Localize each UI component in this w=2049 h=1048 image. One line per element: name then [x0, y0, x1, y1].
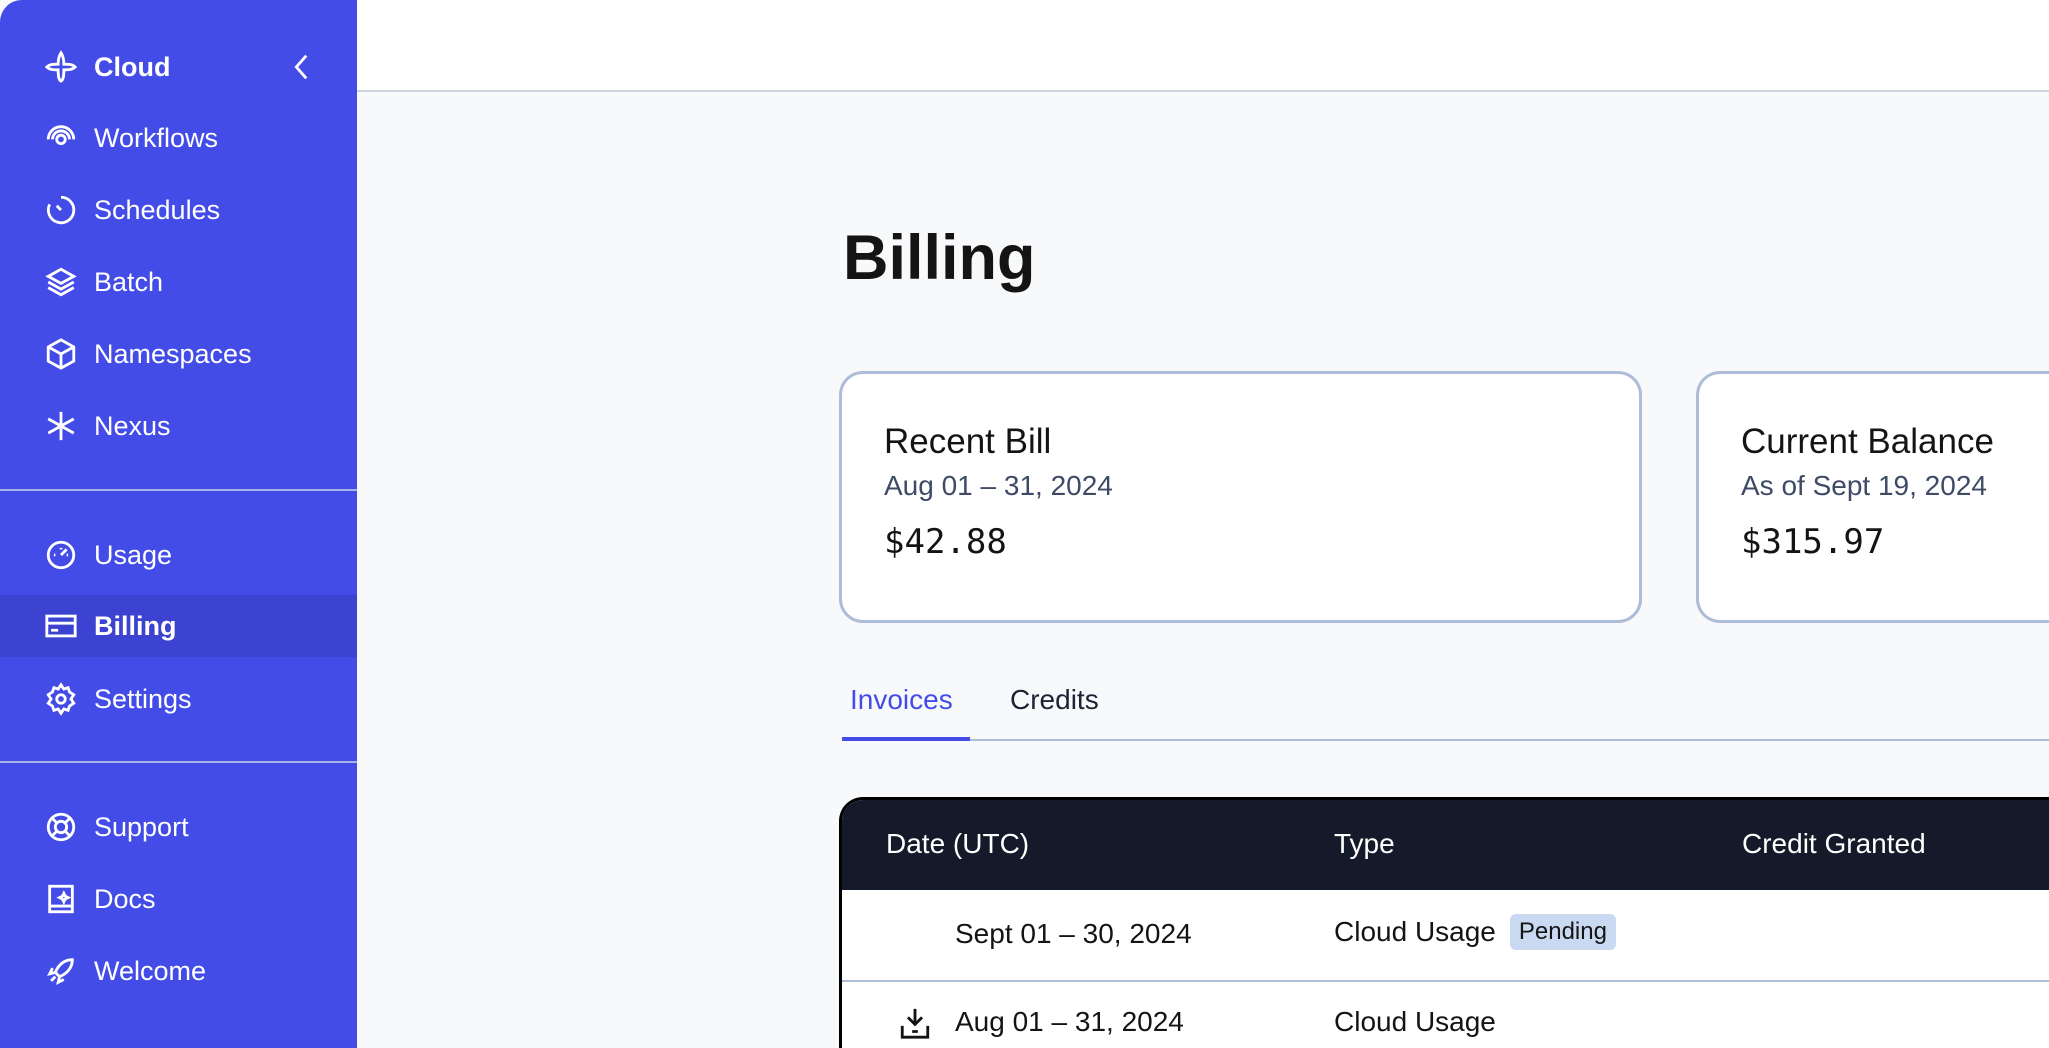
sidebar-item-billing[interactable]: Billing: [0, 595, 357, 657]
nexus-icon: [47, 411, 75, 441]
sidebar-item-label: Namespaces: [94, 338, 252, 369]
tab-credits[interactable]: Credits: [1010, 684, 1099, 715]
page-title: Billing: [843, 223, 1036, 293]
welcome-icon: [47, 958, 74, 985]
table-row[interactable]: Aug 01 – 31, 2024 Cloud Usage: [842, 982, 2049, 1048]
row-date: Aug 01 – 31, 2024: [955, 1006, 1184, 1037]
cloud-icon: [44, 50, 78, 83]
sidebar-item-welcome[interactable]: Welcome: [0, 940, 357, 1002]
download-icon[interactable]: [898, 1006, 932, 1040]
top-bar: [357, 0, 2049, 92]
sidebar-item-schedules[interactable]: Schedules: [0, 179, 357, 241]
column-header-type[interactable]: Type: [1334, 828, 1395, 859]
invoices-table: Date (UTC) Type Credit Granted Sept 01 –…: [839, 797, 2049, 1048]
current-balance-card: Current Balance As of Sept 19, 2024 $315…: [1696, 371, 2049, 623]
collapse-sidebar-icon[interactable]: [285, 50, 319, 84]
usage-icon: [46, 540, 76, 570]
sidebar-item-workflows[interactable]: Workflows: [0, 107, 357, 169]
sidebar-item-label: Workflows: [94, 122, 219, 153]
sidebar-item-label: Support: [94, 811, 189, 842]
tab-invoices[interactable]: Invoices: [850, 684, 953, 715]
sidebar-item-label: Usage: [94, 539, 173, 570]
card-subtitle: Aug 01 – 31, 2024: [884, 470, 1113, 501]
billing-icon: [45, 614, 77, 638]
sidebar-divider: [0, 489, 357, 491]
row-date: Sept 01 – 30, 2024: [955, 918, 1192, 949]
sidebar-item-label: Billing: [94, 610, 177, 641]
row-type-label: Cloud Usage: [1334, 916, 1496, 947]
tabs-divider: [842, 739, 2049, 741]
recent-bill-card: Recent Bill Aug 01 – 31, 2024 $42.88: [839, 371, 1642, 623]
sidebar-item-support[interactable]: Support: [0, 796, 357, 858]
docs-icon: [48, 884, 74, 914]
card-subtitle: As of Sept 19, 2024: [1741, 470, 1987, 501]
sidebar-item-usage[interactable]: Usage: [0, 524, 357, 586]
workflows-icon: [46, 125, 76, 146]
card-title: Recent Bill: [884, 422, 1052, 461]
sidebar-item-docs[interactable]: Docs: [0, 868, 357, 930]
schedules-icon: [46, 195, 76, 225]
batch-icon: [45, 267, 77, 297]
status-badge: Pending: [1509, 914, 1616, 950]
sidebar-item-label: Settings: [94, 683, 192, 714]
table-row[interactable]: Sept 01 – 30, 2024 Cloud Usage Pending: [842, 890, 2049, 982]
sidebar-item-label: Schedules: [94, 194, 221, 225]
sidebar-item-label: Docs: [94, 883, 156, 914]
sidebar-item-label: Nexus: [94, 410, 171, 441]
sidebar-item-nexus[interactable]: Nexus: [0, 395, 357, 457]
sidebar-item-label: Welcome: [94, 955, 207, 986]
card-amount: $42.88: [884, 522, 1007, 562]
sidebar-item-settings[interactable]: Settings: [0, 668, 357, 730]
sidebar: Cloud Workflows Schedules Batch Namespac…: [0, 0, 357, 1048]
table-header: Date (UTC) Type Credit Granted: [842, 800, 2049, 890]
row-type: Cloud Usage Pending: [1334, 914, 1616, 950]
active-tab-indicator: [842, 737, 970, 741]
card-title: Current Balance: [1741, 422, 1994, 461]
settings-icon: [46, 682, 76, 716]
sidebar-item-batch[interactable]: Batch: [0, 251, 357, 313]
sidebar-brand-label: Cloud: [94, 51, 171, 82]
card-amount: $315.97: [1741, 522, 1885, 562]
sidebar-item-namespaces[interactable]: Namespaces: [0, 323, 357, 385]
column-header-credit-granted[interactable]: Credit Granted: [1742, 828, 1926, 859]
row-type: Cloud Usage: [1334, 1006, 1496, 1037]
sidebar-brand-cloud[interactable]: Cloud: [0, 36, 357, 98]
column-header-date[interactable]: Date (UTC): [886, 828, 1030, 859]
sidebar-divider: [0, 761, 357, 763]
support-icon: [46, 812, 76, 842]
namespaces-icon: [46, 338, 76, 370]
sidebar-item-label: Batch: [94, 266, 164, 297]
